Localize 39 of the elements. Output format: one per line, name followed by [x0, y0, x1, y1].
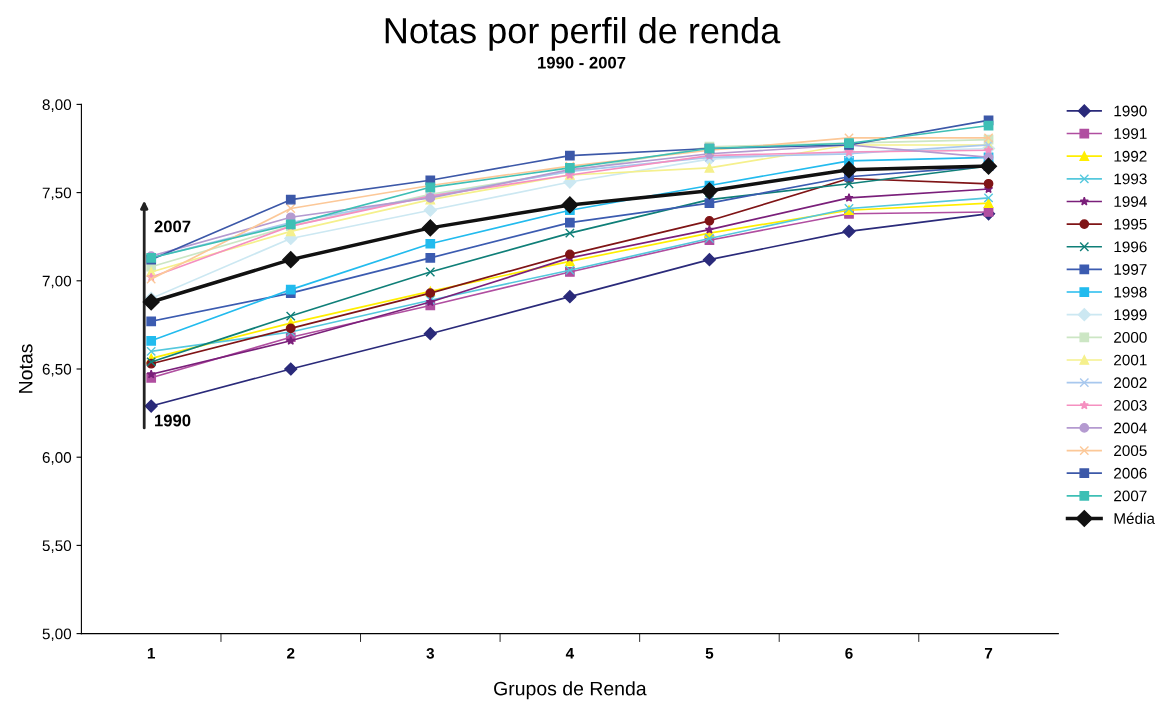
x-tick-label: 2 — [287, 647, 295, 659]
legend-label: 1995 — [1114, 218, 1147, 230]
legend-label: 1992 — [1114, 150, 1147, 162]
legend-label: 2006 — [1114, 467, 1147, 479]
x-tick-label: 5 — [705, 648, 714, 659]
x-axis-title: Grupos de Renda — [494, 681, 647, 700]
y-tick-label: 8,00 — [42, 99, 72, 112]
legend-label: 1994 — [1114, 196, 1147, 207]
legend-label: 1997 — [1114, 264, 1147, 275]
legend-label: 2002 — [1114, 377, 1147, 389]
legend-label: 2003 — [1114, 399, 1147, 411]
y-tick-label: 5,50 — [42, 540, 72, 553]
legend-label: 1990 — [1114, 105, 1147, 117]
legend-label: 1998 — [1114, 286, 1147, 298]
x-tick-label: 3 — [426, 647, 435, 659]
annotation: 2007 — [154, 220, 191, 233]
x-tick-label: 7 — [984, 648, 993, 659]
legend-label: 2001 — [1114, 354, 1147, 366]
legend-label: 2000 — [1114, 332, 1147, 343]
x-tick-label: 1 — [147, 648, 156, 659]
annotation: 1990 — [155, 414, 191, 427]
x-tick-label: 4 — [565, 648, 575, 659]
legend-label: 1993 — [1114, 173, 1147, 185]
y-tick-label: 6,00 — [42, 452, 72, 465]
legend-label: 2007 — [1114, 490, 1147, 502]
x-tick-label: 6 — [845, 647, 853, 659]
legend-label: 2005 — [1114, 445, 1147, 457]
y-axis-title: Notas — [18, 344, 33, 393]
legend-label: 2004 — [1114, 422, 1147, 434]
legend-label: 1991 — [1114, 128, 1147, 140]
legend-label: 1999 — [1114, 309, 1147, 321]
y-tick-label: 6,50 — [42, 363, 72, 377]
y-tick-label: 5,00 — [42, 628, 72, 642]
y-tick-label: 7,50 — [42, 187, 72, 201]
chart-title: Notas por perfil de renda — [385, 17, 781, 51]
legend-label: 1996 — [1114, 241, 1147, 253]
y-tick-label: 7,00 — [42, 275, 72, 289]
chart-subtitle: 1990 - 2007 — [538, 56, 626, 69]
legend-label: Média — [1114, 512, 1155, 524]
